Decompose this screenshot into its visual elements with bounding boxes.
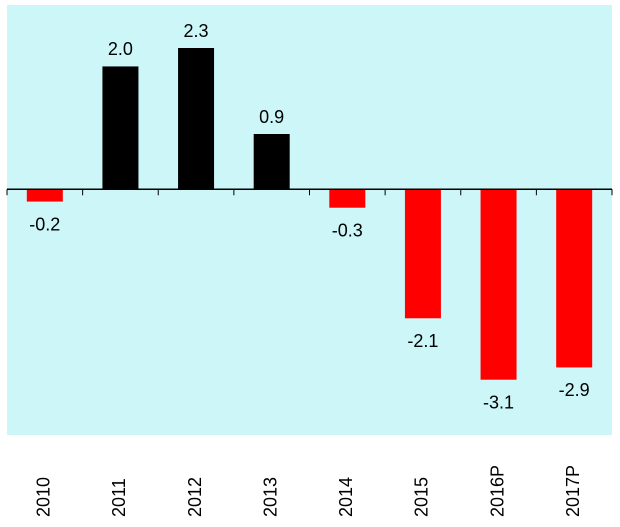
x-tick-label: 2014 — [336, 477, 356, 517]
value-label: 2.0 — [108, 39, 133, 59]
bar — [404, 189, 441, 319]
x-tick-label: 2015 — [412, 477, 432, 517]
x-tick-label: 2010 — [34, 477, 54, 517]
value-label: -3.1 — [483, 392, 514, 412]
x-tick-label: 2012 — [185, 477, 205, 517]
value-label: -2.9 — [559, 380, 590, 400]
bar — [253, 134, 290, 190]
value-label: -2.1 — [407, 331, 438, 351]
x-tick-label: 2011 — [109, 478, 129, 517]
value-label: 2.3 — [184, 21, 209, 41]
x-tick-label: 2016P — [487, 465, 507, 517]
bar — [26, 189, 63, 202]
value-label: 0.9 — [259, 107, 284, 127]
bar — [329, 189, 366, 208]
plot-area — [7, 5, 612, 435]
bar — [556, 189, 593, 368]
x-tick-label: 2013 — [260, 477, 280, 517]
bar — [102, 66, 139, 190]
bar — [480, 189, 517, 380]
bar — [178, 48, 215, 190]
value-label: -0.3 — [332, 220, 363, 240]
x-tick-label: 2017P — [563, 465, 583, 517]
value-label: -0.2 — [29, 214, 60, 234]
